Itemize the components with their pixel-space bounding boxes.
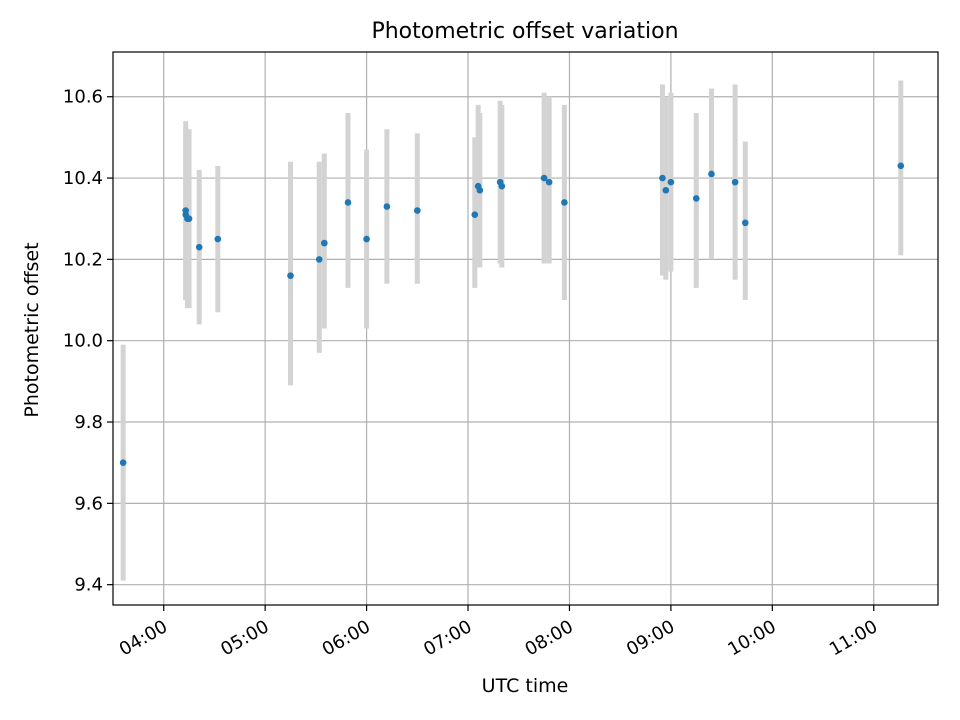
data-point [667,178,675,186]
chart-title: Photometric offset variation [371,19,678,44]
data-point [545,178,553,186]
data-point [662,186,670,194]
y-tick-label: 10.2 [63,249,103,270]
data-point [471,211,479,218]
x-tick-label: 04:00 [116,616,171,660]
data-point [741,219,749,227]
data-point [182,207,189,214]
data-point [363,235,370,243]
y-tick-label: 9.6 [74,493,103,514]
x-tick-label: 08:00 [522,616,577,660]
x-axis-label: UTC time [482,675,569,697]
data-point [498,182,506,190]
data-point [476,186,484,194]
data-point [731,178,739,186]
x-axis-ticks: 04:00 05:00 06:00 07:00 08:00 09:00 10:00 11:00 [116,605,881,660]
data-point [540,174,548,182]
data-point [195,243,203,251]
x-tick-label: 05:00 [217,616,272,660]
data-point [315,256,323,263]
data-point [414,207,421,214]
x-tick-label: 06:00 [319,616,374,660]
y-tick-label: 10.6 [63,87,103,108]
data-point [383,203,391,210]
x-tick-label: 10:00 [724,616,779,660]
data-point [897,162,905,170]
data-point [561,199,568,206]
data-point [185,215,193,223]
data-point [321,239,328,247]
errorbars [120,80,904,581]
data-points [119,162,905,466]
plot-frame [112,51,939,606]
y-tick-label: 9.8 [74,412,103,433]
x-tick-label: 07:00 [420,616,475,660]
data-point [659,174,666,182]
y-tick-label: 10.0 [63,331,103,352]
y-axis-label: Photometric offset [21,242,43,417]
y-tick-label: 10.4 [63,168,103,189]
data-point [287,272,294,279]
y-axis-ticks: 9.4 9.6 9.8 10.0 10.2 10.4 10.6 [63,87,113,596]
data-point [214,235,222,243]
data-point [344,199,352,206]
data-point [692,195,700,202]
data-point [708,170,715,178]
grid [113,52,938,605]
data-point [119,459,127,466]
x-tick-label: 09:00 [623,616,678,660]
x-tick-label: 11:00 [826,616,881,660]
y-tick-label: 9.4 [74,575,103,596]
